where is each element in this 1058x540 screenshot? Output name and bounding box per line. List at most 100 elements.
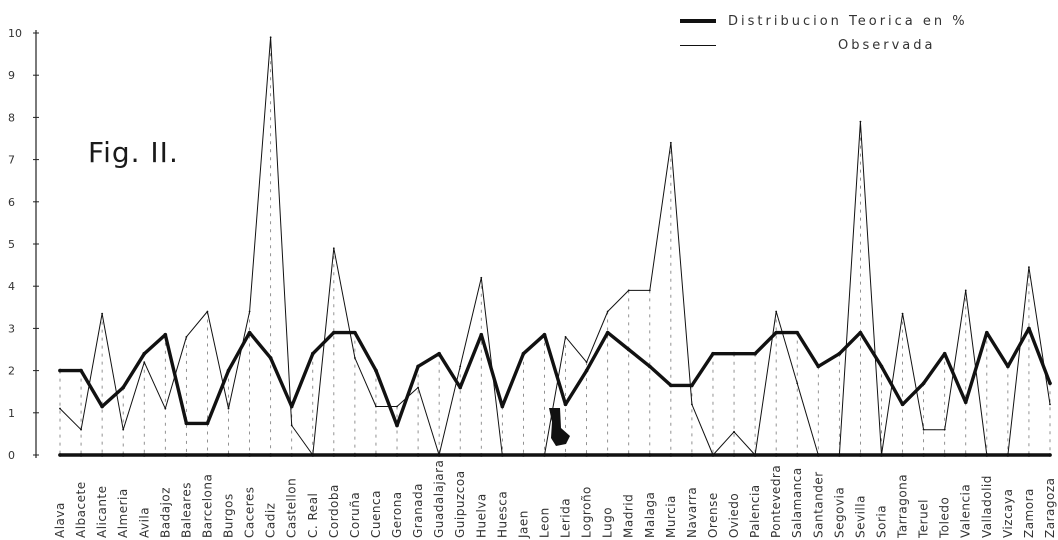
x-tick-label: Castellon [285, 478, 299, 538]
series-point-2 [584, 453, 589, 457]
x-tick-label: Gerona [390, 491, 404, 538]
series-point-1 [606, 310, 609, 313]
series-point-0 [690, 383, 694, 388]
series-point-2 [605, 453, 610, 457]
series-point-2 [374, 453, 378, 457]
series-point-0 [858, 330, 863, 335]
x-tick-label: Soria [874, 505, 888, 538]
series-point-0 [142, 351, 147, 356]
series-point-1 [396, 405, 398, 408]
series-point-1 [901, 312, 904, 315]
series-point-2 [669, 453, 673, 457]
series-point-2 [268, 453, 273, 457]
series-point-2 [416, 453, 420, 457]
x-tick-label: Zamora [1022, 488, 1036, 538]
category-labels: Alava Albacete Alicante Almeria Avila Badajoz… [53, 460, 1057, 539]
series-point-2 [121, 453, 125, 457]
series-point-2 [1006, 453, 1010, 457]
x-tick-label: Lerida [559, 498, 573, 538]
series-point-2 [142, 453, 147, 457]
x-tick-label: Badajoz [158, 487, 172, 538]
series-point-0 [374, 368, 378, 373]
series-point-0 [1006, 364, 1010, 369]
series-point-0 [774, 330, 778, 335]
series-point-2 [542, 453, 547, 457]
x-tick-label: Valencia [959, 484, 973, 538]
x-tick-label: Huelva [474, 493, 488, 538]
series-point-2 [500, 453, 505, 457]
series-point-0 [353, 330, 357, 335]
x-tick-label: Almeria [116, 488, 130, 538]
series-point-1 [269, 36, 272, 39]
series-point-1 [775, 310, 778, 313]
x-tick-label: Navarra [685, 487, 699, 538]
x-tick-label: Orense [706, 492, 720, 538]
series-point-0 [816, 364, 821, 369]
series-point-1 [353, 357, 356, 359]
series-point-2 [626, 453, 631, 457]
series-point-0 [732, 351, 736, 356]
x-tick-label: Toledo [938, 497, 952, 539]
y-tick-label: 5 [8, 238, 15, 251]
series-point-1 [417, 386, 419, 389]
x-tick-label: Cadiz [264, 503, 278, 538]
series-point-2 [985, 453, 989, 457]
series-point-2 [690, 453, 694, 457]
series-point-1 [332, 247, 335, 250]
series-point-1 [122, 428, 125, 431]
series-point-2 [226, 453, 231, 457]
series-point-2 [289, 453, 294, 457]
x-tick-label: Santander [811, 471, 825, 538]
series-point-0 [163, 332, 168, 337]
x-tick-label: Sevilla [853, 495, 867, 538]
series-point-2 [795, 453, 800, 457]
series-point-0 [542, 332, 547, 337]
series-point-0 [226, 368, 231, 373]
x-tick-label: Malaga [643, 492, 657, 538]
series-point-0 [963, 400, 968, 405]
series-point-0 [458, 385, 463, 390]
y-tick-label: 1 [8, 407, 15, 420]
x-tick-label: Caceres [243, 486, 257, 538]
x-tick-label: Logroño [580, 486, 594, 538]
x-tick-label: Vizcaya [1001, 489, 1015, 538]
legend-item-observed: Observada [680, 34, 935, 56]
series-point-2 [900, 453, 905, 457]
series-point-0 [205, 421, 210, 426]
y-tick-label: 7 [8, 154, 15, 167]
series-point-0 [985, 330, 989, 335]
series-point-1 [59, 407, 61, 410]
series-point-0 [479, 332, 484, 337]
series-point-2 [753, 453, 757, 457]
series-point-0 [1048, 381, 1052, 386]
series-line-1 [59, 36, 1051, 456]
series-layer [58, 36, 1052, 457]
x-tick-label: Valladolid [980, 475, 994, 538]
series-point-0 [837, 351, 842, 356]
series-point-2 [879, 453, 884, 457]
series-point-0 [100, 404, 104, 409]
series-point-1 [227, 407, 230, 410]
series-point-1 [459, 365, 462, 368]
series-point-1 [964, 289, 967, 292]
series-point-2 [521, 453, 526, 457]
x-tick-label: Albacete [74, 481, 88, 538]
series-point-0 [268, 356, 273, 360]
x-tick-label: Avila [137, 507, 151, 538]
x-tick-label: Coruña [348, 492, 362, 538]
x-tick-label: Salamanca [790, 467, 804, 538]
series-point-1 [564, 335, 567, 338]
series-point-2 [774, 453, 778, 457]
x-tick-label: Guadalajara [432, 460, 446, 538]
legend: Distribucion Teorica en % Observada [680, 8, 1040, 60]
legend-label-theoretical: Distribucion Teorica en % [728, 13, 968, 29]
series-point-0 [921, 381, 926, 386]
grid-layer [59, 37, 1051, 455]
series-point-2 [1048, 453, 1052, 457]
x-tick-label: Oviedo [727, 493, 741, 538]
ink-blot [549, 408, 570, 446]
series-point-1 [1049, 403, 1051, 406]
series-point-1 [796, 382, 799, 385]
series-point-2 [963, 453, 968, 457]
series-point-1 [80, 428, 82, 431]
